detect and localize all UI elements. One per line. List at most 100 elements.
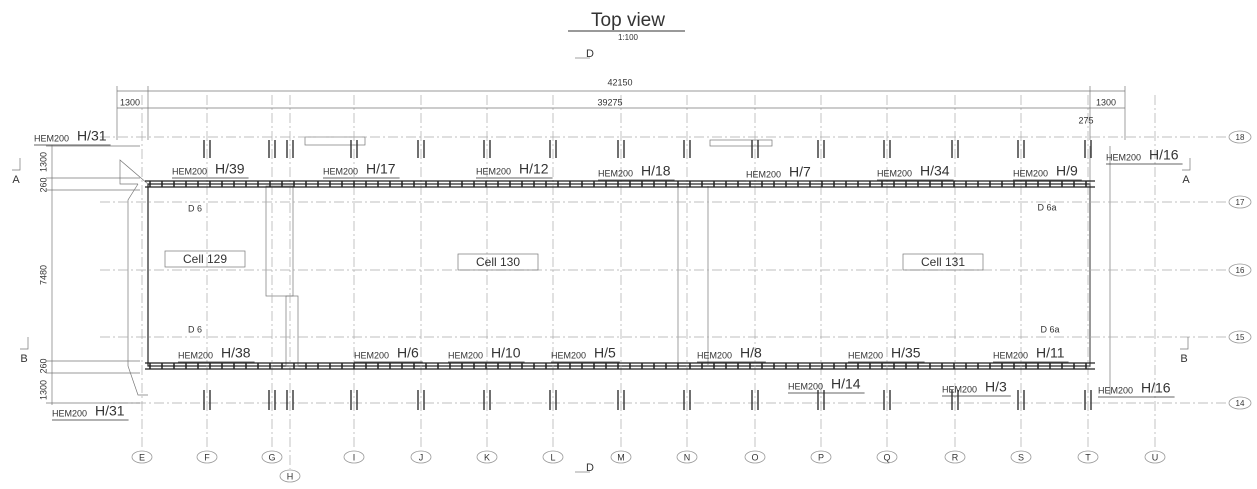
- cell-outline: [147, 183, 1091, 367]
- title: Top view: [591, 10, 665, 31]
- grid-label: G: [268, 452, 275, 462]
- grid-label: 15: [1236, 333, 1245, 342]
- scale: 1:100: [618, 33, 639, 42]
- grid-bubble: [343, 450, 365, 464]
- section-label: D: [586, 48, 594, 60]
- section-mark: [20, 337, 29, 350]
- cell-box: [164, 250, 246, 268]
- beam-profile: HEM200: [178, 350, 213, 360]
- plate: [709, 139, 773, 147]
- beam-profile: HEM200: [52, 408, 87, 418]
- beam-mark: H/11: [1036, 345, 1065, 361]
- grid-bubble: [476, 450, 498, 464]
- beam-mark: H/14: [831, 376, 861, 392]
- dimension: 7480: [38, 265, 48, 285]
- beam-profile: HEM200: [993, 350, 1028, 360]
- beam-profile: HEM200: [598, 168, 633, 178]
- beam-profile: HEM200: [323, 166, 358, 176]
- section-label: A: [1182, 174, 1190, 186]
- section-label: A: [12, 174, 20, 186]
- beam-profile: HEM200: [788, 381, 823, 391]
- grid-bubble: [279, 469, 301, 483]
- dimension: 1300: [120, 97, 140, 107]
- grid-label: 18: [1236, 133, 1245, 142]
- beam-mark: H/31: [95, 403, 125, 419]
- grid-label: S: [1018, 452, 1024, 462]
- plate: [304, 136, 366, 146]
- beam-profile: HEM200: [551, 350, 586, 360]
- dimension: 1300: [38, 152, 48, 172]
- grid-label: T: [1085, 452, 1091, 462]
- beam-mark: H/31: [77, 128, 107, 144]
- cell-label: Cell 129: [183, 252, 227, 266]
- beam-profile: HEM200: [1013, 168, 1048, 178]
- grid-bubble: [1077, 450, 1099, 464]
- grid-bubble: [876, 450, 898, 464]
- detail-label: D 6: [188, 203, 202, 213]
- beam-profile: HEM200: [476, 166, 511, 176]
- left-wall: [127, 183, 148, 396]
- cell-label: Cell 131: [921, 255, 965, 269]
- grid-bubble: [1144, 450, 1166, 464]
- grid-bubble: [744, 450, 766, 464]
- beam-mark: H/5: [594, 345, 616, 361]
- detail-label: D 6a: [1037, 202, 1056, 212]
- grid-label: I: [353, 452, 356, 462]
- grid-bubble: [131, 450, 153, 464]
- section-label: B: [1180, 353, 1187, 365]
- beam-mark: H/6: [397, 345, 419, 361]
- grid-bubble: [610, 450, 632, 464]
- dimension: 275: [1078, 115, 1093, 125]
- section-mark: [1180, 337, 1189, 350]
- cell-box: [902, 253, 984, 271]
- grid-label: H: [287, 471, 294, 481]
- detail-label: D 6: [188, 324, 202, 334]
- grid-label: K: [484, 452, 490, 462]
- grid-bubble: [196, 450, 218, 464]
- section-label: B: [20, 353, 27, 365]
- section-mark: [1182, 158, 1191, 171]
- beam-profile: HEM200: [34, 133, 69, 143]
- beam-mark: H/39: [215, 161, 245, 177]
- partition: [285, 295, 299, 367]
- beam-profile: HEM200: [942, 384, 977, 394]
- grid-bubble: [810, 450, 832, 464]
- grid-bubble: [1228, 130, 1252, 144]
- beam-mark: H/12: [519, 161, 549, 177]
- dimension: 1300: [38, 380, 48, 400]
- beam-mark: H/16: [1141, 380, 1171, 396]
- dimension: 39275: [597, 97, 622, 107]
- beam-profile: HEM200: [1098, 385, 1133, 395]
- grid-bubble: [1228, 396, 1252, 410]
- beam-profile: HEM200: [697, 350, 732, 360]
- cell-box: [457, 253, 539, 271]
- grid-label: L: [550, 452, 555, 462]
- grid-bubble: [1010, 450, 1032, 464]
- beam-profile: HEM200: [448, 350, 483, 360]
- grid-bubble: [542, 450, 564, 464]
- grid-label: 14: [1236, 399, 1245, 408]
- grid-label: 16: [1236, 266, 1245, 275]
- grid-bubble: [410, 450, 432, 464]
- grid-label: O: [751, 452, 758, 462]
- left-wall: [119, 159, 149, 185]
- grid-label: P: [818, 452, 824, 462]
- dimension: 1300: [1096, 97, 1116, 107]
- grid-label: N: [684, 452, 691, 462]
- dimension: 42150: [607, 77, 632, 87]
- beam-mark: H/10: [491, 345, 521, 361]
- beam-profile: HEM200: [354, 350, 389, 360]
- cell-label: Cell 130: [476, 255, 520, 269]
- grid-label: Q: [883, 452, 890, 462]
- section-mark: [12, 158, 21, 171]
- beam-mark: H/16: [1149, 147, 1179, 163]
- grid-label: E: [139, 452, 145, 462]
- beam-profile: HEM200: [172, 166, 207, 176]
- beam-profile: HEM200: [848, 350, 883, 360]
- partition: [265, 185, 294, 297]
- beam-mark: H/8: [740, 345, 762, 361]
- grid-label: M: [617, 452, 625, 462]
- grid-label: U: [1152, 452, 1159, 462]
- grid-bubble: [1228, 263, 1252, 277]
